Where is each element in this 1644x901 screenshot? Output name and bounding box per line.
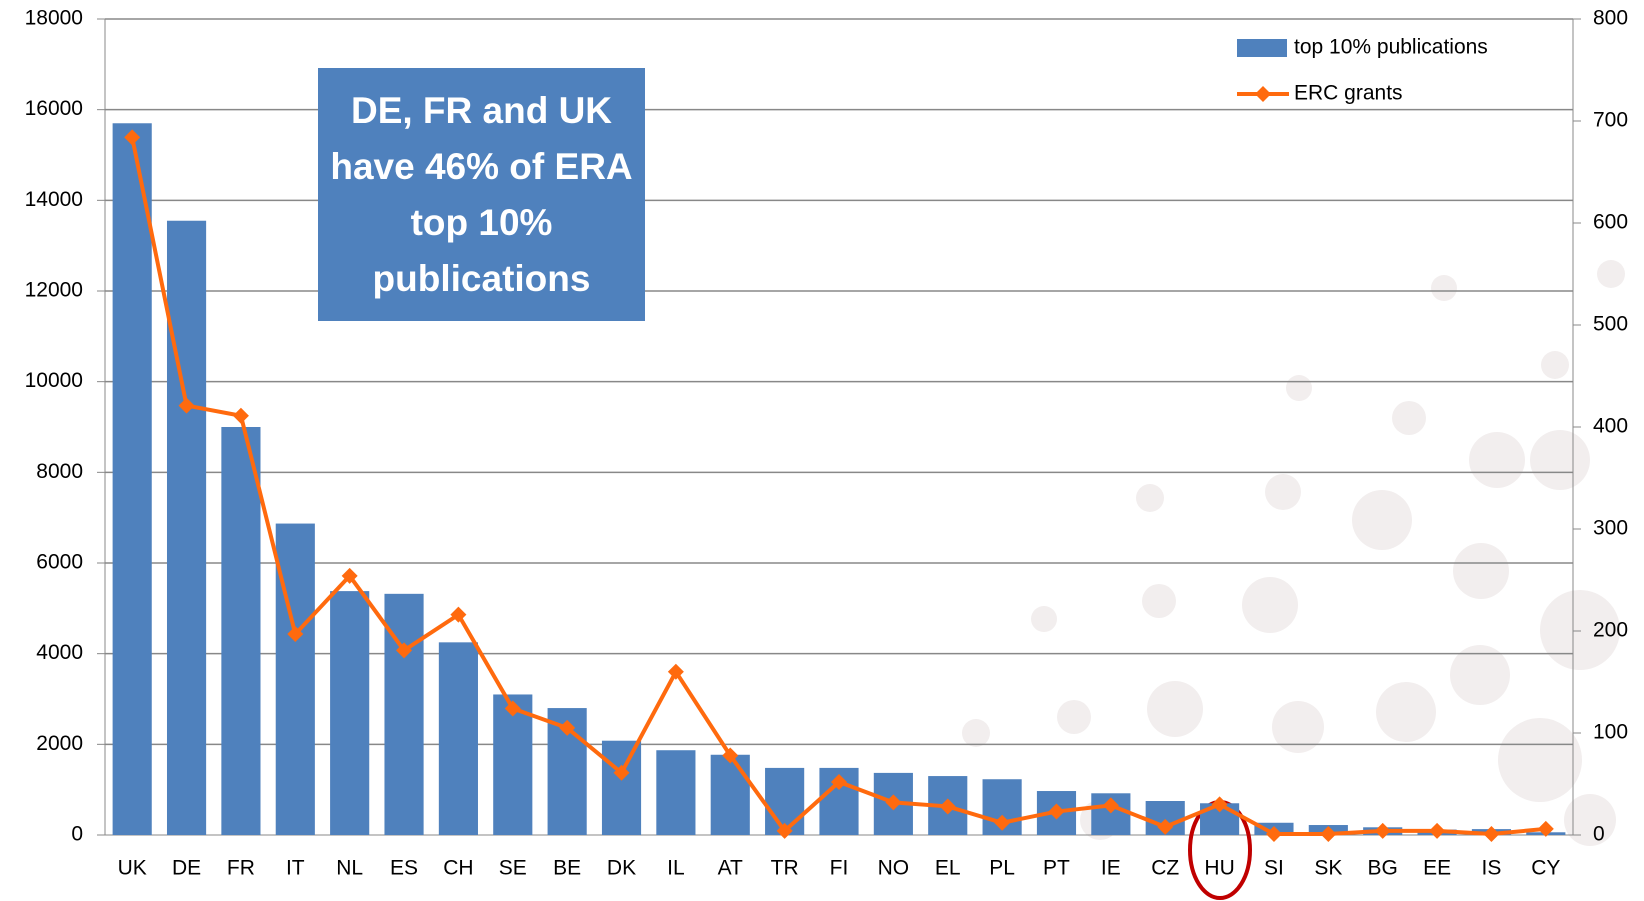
x-tick-label: BE [553,857,581,880]
x-tick-label: PT [1043,857,1070,880]
y-tick-label: 16000 [25,97,83,120]
x-tick-label: ES [390,857,418,880]
y2-tick-label: 700 [1593,109,1628,132]
x-tick-label: IE [1101,857,1121,880]
page: 0200040006000800010000120001400016000180… [0,0,1644,901]
legend-label: ERC grants [1294,82,1403,105]
x-tick-label: FR [227,857,255,880]
x-tick-label: AT [718,857,743,880]
x-tick-label: IT [286,857,305,880]
marker [233,408,249,424]
y-tick-label: 2000 [36,732,83,755]
x-tick-label: NO [878,857,910,880]
bar [276,524,315,835]
marker [1483,826,1499,842]
x-tick-label: TR [771,857,799,880]
marker [1429,823,1445,839]
y2-tick-label: 800 [1593,7,1628,30]
x-tick-label: IL [667,857,685,880]
bar [221,427,260,835]
y-tick-label: 8000 [36,460,83,483]
bar [656,750,695,835]
bar [711,755,750,835]
x-tick-label: DK [607,857,636,880]
legend-swatch [1237,39,1287,57]
x-tick-label: UK [118,857,147,880]
x-tick-label: CH [443,857,473,880]
y-tick-label: 12000 [25,279,83,302]
x-tick-label: PL [989,857,1015,880]
bar [602,741,641,835]
x-tick-label: HU [1204,857,1234,880]
y-tick-label: 14000 [25,188,83,211]
y2-tick-label: 0 [1593,823,1605,846]
x-tick-label: SK [1314,857,1342,880]
x-tick-label: CZ [1151,857,1179,880]
y-tick-label: 0 [71,823,83,846]
bar [330,591,369,835]
y2-tick-label: 100 [1593,721,1628,744]
bar [167,221,206,835]
x-tick-label: CY [1531,857,1560,880]
y2-tick-label: 600 [1593,211,1628,234]
annotation: DE, FR and UK have 46% of ERA top 10% pu… [318,68,645,321]
y2-tick-label: 400 [1593,415,1628,438]
x-tick-label: DE [172,857,201,880]
y-tick-label: 4000 [36,641,83,664]
chart: 0200040006000800010000120001400016000180… [0,0,1644,901]
legend-label: top 10% publications [1294,36,1488,59]
x-tick-label: FI [830,857,849,880]
legend-swatch [1255,86,1271,102]
y2-tick-label: 200 [1593,619,1628,642]
y-tick-label: 6000 [36,551,83,574]
bar [439,642,478,835]
y2-tick-label: 500 [1593,313,1628,336]
y-tick-label: 18000 [25,7,83,30]
x-tick-label: SE [499,857,527,880]
x-tick-label: BG [1368,857,1398,880]
x-tick-label: NL [336,857,363,880]
marker [1375,823,1391,839]
y-tick-label: 10000 [25,369,83,392]
bar [113,123,152,835]
x-tick-label: EE [1423,857,1451,880]
x-tick-label: SI [1264,857,1284,880]
x-tick-label: EL [935,857,961,880]
y2-tick-label: 300 [1593,517,1628,540]
x-tick-label: IS [1482,857,1502,880]
decoration [962,260,1625,846]
